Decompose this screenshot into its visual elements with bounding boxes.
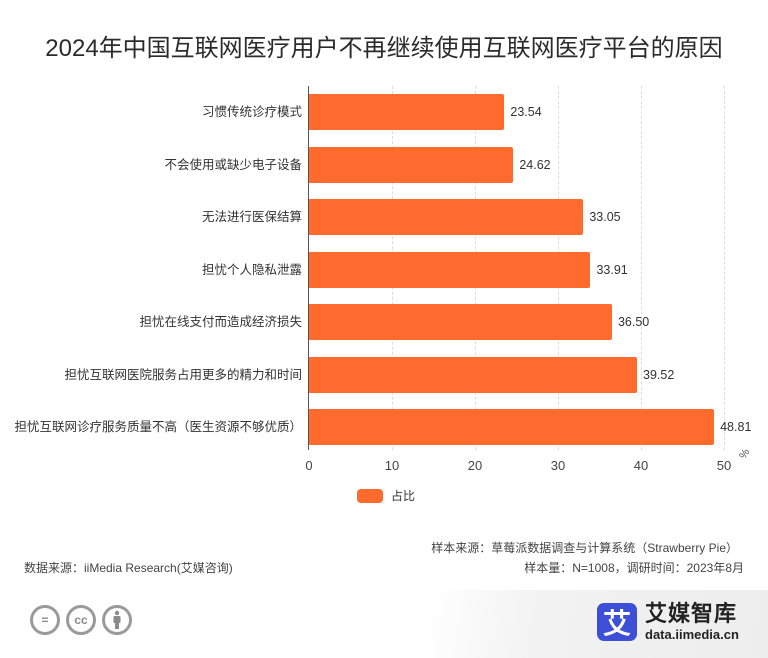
legend[interactable]: 占比 bbox=[357, 487, 415, 504]
license-icons: = cc bbox=[30, 605, 132, 635]
grid-line bbox=[641, 86, 642, 450]
value-label: 48.81 bbox=[720, 420, 752, 434]
logo-name: 艾媒智库 bbox=[645, 601, 738, 626]
x-tick-label: 0 bbox=[305, 458, 313, 473]
x-tick-label: 40 bbox=[633, 458, 649, 473]
value-label: 23.54 bbox=[510, 105, 542, 119]
bar[interactable] bbox=[309, 356, 638, 393]
value-label: 36.50 bbox=[617, 315, 650, 329]
no-derivatives-icon: = bbox=[30, 605, 60, 635]
cc-icon: cc bbox=[66, 605, 96, 635]
x-tick-label: 20 bbox=[467, 458, 483, 473]
chart-title: 2024年中国互联网医疗用户不再继续使用互联网医疗平台的原因 bbox=[45, 35, 723, 62]
y-axis-line bbox=[308, 86, 309, 450]
grid-line bbox=[724, 86, 725, 450]
category-label: 担忧在线支付而造成经济损失 bbox=[139, 315, 302, 329]
bar[interactable] bbox=[309, 199, 584, 235]
x-tick-label: 50 bbox=[716, 458, 732, 473]
legend-swatch bbox=[357, 488, 383, 503]
sample-source: 样本来源：草莓派数据调查与计算系统（Strawberry Pie） bbox=[431, 541, 738, 555]
bar[interactable] bbox=[309, 146, 514, 183]
value-label: 33.91 bbox=[596, 262, 628, 277]
x-tick-label: 10 bbox=[384, 458, 400, 473]
legend-label: 占比 bbox=[391, 489, 416, 503]
bar[interactable] bbox=[309, 251, 591, 288]
attribution-icon bbox=[102, 605, 132, 635]
category-label: 习惯传统诊疗模式 bbox=[201, 105, 302, 119]
logo-mark-icon: 艾 bbox=[597, 603, 637, 641]
category-label: 担忧互联网医院服务占用更多的精力和时间 bbox=[64, 367, 302, 382]
category-label: 担忧个人隐私泄露 bbox=[201, 262, 302, 277]
value-label: 24.62 bbox=[519, 157, 551, 172]
bar[interactable] bbox=[309, 409, 715, 445]
iimedia-logo: 艾 艾媒智库 data.iimedia.cn bbox=[597, 603, 739, 641]
category-label: 无法进行医保结算 bbox=[201, 210, 302, 224]
logo-url: data.iimedia.cn bbox=[645, 627, 739, 642]
data-source: 数据来源：iiMedia Research(艾媒咨询) bbox=[24, 561, 233, 575]
category-label: 不会使用或缺少电子设备 bbox=[164, 157, 302, 172]
category-label: 担忧互联网诊疗服务质量不高（医生资源不够优质） bbox=[14, 420, 302, 434]
value-label: 33.05 bbox=[589, 210, 621, 224]
x-unit-label: % bbox=[737, 446, 753, 462]
bar[interactable] bbox=[309, 304, 612, 340]
x-tick-label: 30 bbox=[550, 458, 566, 473]
value-label: 39.52 bbox=[643, 367, 675, 382]
sample-size: 样本量：N=1008，调研时间：2023年8月 bbox=[524, 561, 744, 575]
bar-chart: 0 10 20 30 40 50% 习惯传统诊疗模式 23.54 不会使用或缺少电子设备 24.6… bbox=[14, 86, 753, 473]
bar[interactable] bbox=[309, 94, 505, 130]
